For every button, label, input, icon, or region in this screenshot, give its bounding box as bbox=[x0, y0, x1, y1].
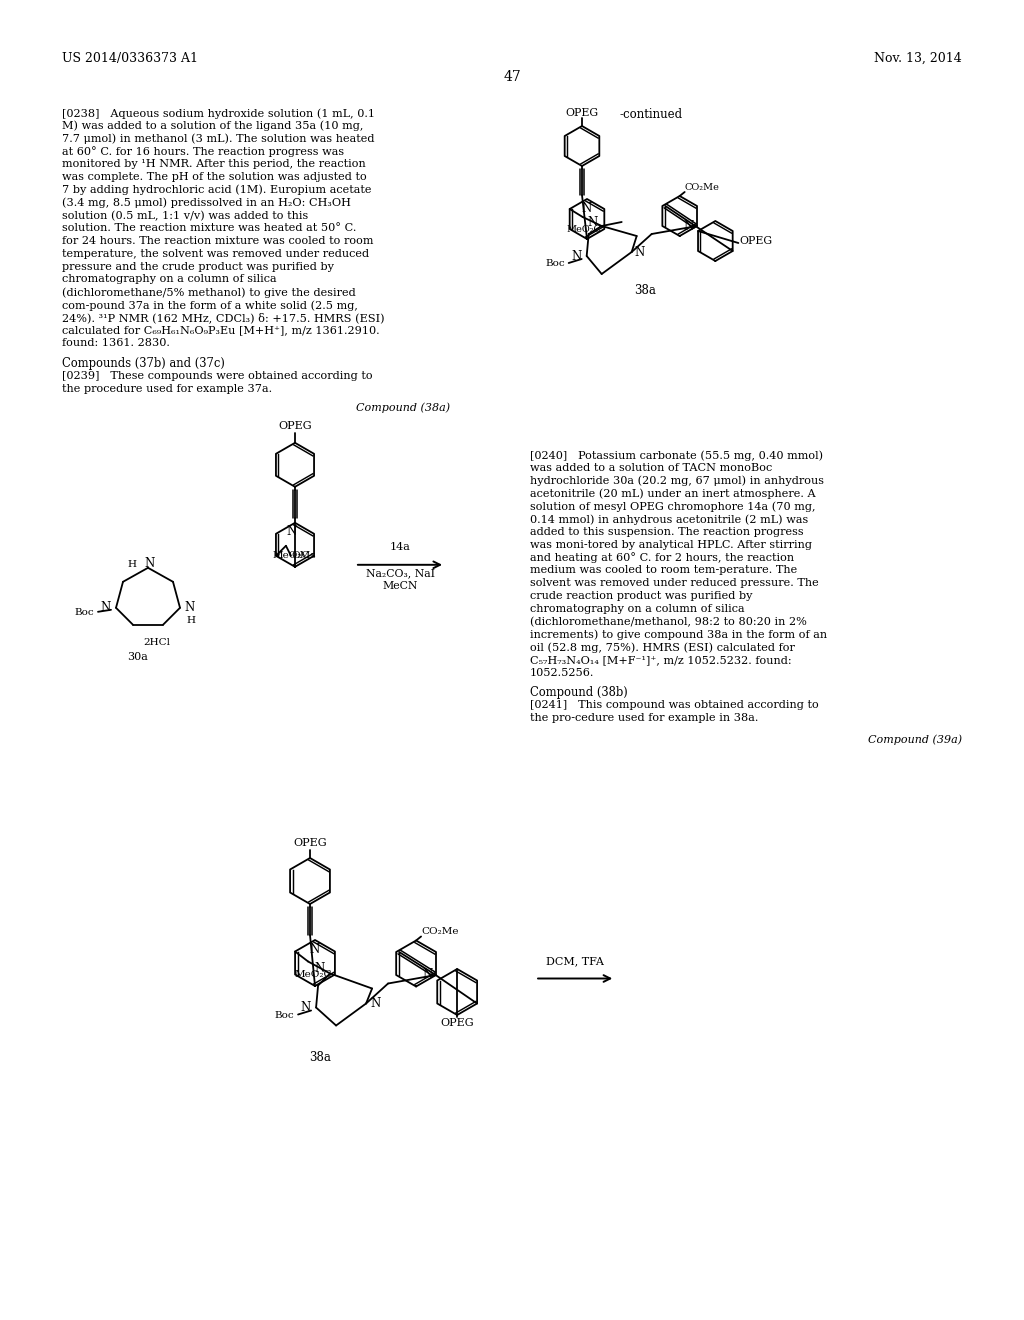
Text: calculated for C₆₉H₆₁N₆O₉P₃Eu [M+H⁺], m/z 1361.2910.: calculated for C₆₉H₆₁N₆O₉P₃Eu [M+H⁺], m/… bbox=[62, 326, 380, 335]
Text: temperature, the solvent was removed under reduced: temperature, the solvent was removed und… bbox=[62, 248, 369, 259]
Text: (dichloromethane/5% methanol) to give the desired: (dichloromethane/5% methanol) to give th… bbox=[62, 288, 355, 298]
Text: the pro­cedure used for example in 38a.: the pro­cedure used for example in 38a. bbox=[530, 713, 759, 723]
Text: (3.4 mg, 8.5 μmol) predissolved in an H₂O: CH₃OH: (3.4 mg, 8.5 μmol) predissolved in an H₂… bbox=[62, 198, 351, 209]
Text: N: N bbox=[571, 249, 582, 263]
Text: 2HCl: 2HCl bbox=[143, 638, 170, 647]
Text: N: N bbox=[582, 202, 592, 215]
Text: N: N bbox=[301, 1001, 311, 1014]
Text: N: N bbox=[423, 969, 433, 982]
Text: N: N bbox=[184, 602, 195, 614]
Text: N: N bbox=[310, 942, 321, 956]
Text: was moni­tored by analytical HPLC. After stirring: was moni­tored by analytical HPLC. After… bbox=[530, 540, 812, 549]
Text: chromatography on a column of silica: chromatography on a column of silica bbox=[62, 275, 276, 284]
Text: for 24 hours. The reaction mixture was cooled to room: for 24 hours. The reaction mixture was c… bbox=[62, 236, 374, 246]
Text: crude reaction product was purified by: crude reaction product was purified by bbox=[530, 591, 753, 601]
Text: pressure and the crude product was purified by: pressure and the crude product was purif… bbox=[62, 261, 334, 272]
Text: acetonitrile (20 mL) under an inert atmosphere. A: acetonitrile (20 mL) under an inert atmo… bbox=[530, 488, 816, 499]
Text: MeCN: MeCN bbox=[382, 581, 418, 591]
Text: N: N bbox=[144, 557, 155, 570]
Text: OPEG: OPEG bbox=[293, 838, 327, 847]
Text: [0239]   These compounds were obtained according to: [0239] These compounds were obtained acc… bbox=[62, 371, 373, 381]
Text: monitored by ¹H NMR. After this period, the reaction: monitored by ¹H NMR. After this period, … bbox=[62, 160, 366, 169]
Text: at 60° C. for 16 hours. The reaction progress was: at 60° C. for 16 hours. The reaction pro… bbox=[62, 147, 344, 157]
Text: found: 1361. 2830.: found: 1361. 2830. bbox=[62, 338, 170, 348]
Text: [0241]   This compound was obtained according to: [0241] This compound was obtained accord… bbox=[530, 701, 819, 710]
Text: Boc: Boc bbox=[75, 609, 94, 618]
Text: medium was cooled to room tem­perature. The: medium was cooled to room tem­perature. … bbox=[530, 565, 798, 576]
Text: US 2014/0336373 A1: US 2014/0336373 A1 bbox=[62, 51, 198, 65]
Text: OMs: OMs bbox=[291, 552, 315, 560]
Text: chromatography on a column of silica: chromatography on a column of silica bbox=[530, 603, 744, 614]
Text: Compound (38b): Compound (38b) bbox=[530, 686, 628, 700]
Text: M) was added to a solution of the ligand 35a (10 mg,: M) was added to a solution of the ligand… bbox=[62, 121, 364, 132]
Text: H: H bbox=[127, 560, 136, 569]
Text: N: N bbox=[314, 962, 325, 975]
Text: the procedure used for example 37a.: the procedure used for example 37a. bbox=[62, 384, 272, 393]
Text: Na₂CO₃, NaI: Na₂CO₃, NaI bbox=[366, 568, 434, 578]
Text: N: N bbox=[287, 525, 297, 537]
Text: -continued: -continued bbox=[620, 108, 683, 121]
Text: OPEG: OPEG bbox=[565, 108, 599, 117]
Text: was complete. The pH of the solution was adjusted to: was complete. The pH of the solution was… bbox=[62, 172, 367, 182]
Text: C₅₇H₇₃N₄O₁₄ [M+F⁻¹]⁺, m/z 1052.5232. found:: C₅₇H₇₃N₄O₁₄ [M+F⁻¹]⁺, m/z 1052.5232. fou… bbox=[530, 655, 792, 665]
Text: solution of mesyl OPEG chromophore 14a (70 mg,: solution of mesyl OPEG chromophore 14a (… bbox=[530, 502, 815, 512]
Text: increments) to give compound 38a in the form of an: increments) to give compound 38a in the … bbox=[530, 630, 827, 640]
Text: 30a: 30a bbox=[128, 652, 148, 661]
Text: 1052.5256.: 1052.5256. bbox=[530, 668, 594, 677]
Text: Compound (38a): Compound (38a) bbox=[356, 403, 450, 413]
Text: CO₂Me: CO₂Me bbox=[685, 183, 720, 191]
Text: 0.14 mmol) in anhydrous acetonitrile (2 mL) was: 0.14 mmol) in anhydrous acetonitrile (2 … bbox=[530, 513, 808, 524]
Text: (dichloromethane/methanol, 98:2 to 80:20 in 2%: (dichloromethane/methanol, 98:2 to 80:20… bbox=[530, 616, 807, 627]
Text: Compounds (37b) and (37c): Compounds (37b) and (37c) bbox=[62, 358, 225, 370]
Text: 24%). ³¹P NMR (162 MHz, CDCl₃) δ: +17.5. HMRS (ESI): 24%). ³¹P NMR (162 MHz, CDCl₃) δ: +17.5.… bbox=[62, 313, 385, 323]
Text: solution. The reaction mixture was heated at 50° C.: solution. The reaction mixture was heate… bbox=[62, 223, 356, 234]
Text: 38a: 38a bbox=[634, 284, 656, 297]
Text: solution (0.5 mL, 1:1 v/v) was added to this: solution (0.5 mL, 1:1 v/v) was added to … bbox=[62, 210, 308, 220]
Text: MeO₂C: MeO₂C bbox=[566, 224, 601, 234]
Text: [0238]   Aqueous sodium hydroxide solution (1 mL, 0.1: [0238] Aqueous sodium hydroxide solution… bbox=[62, 108, 375, 119]
Text: hydrochloride 30a (20.2 mg, 67 μmol) in anhydrous: hydrochloride 30a (20.2 mg, 67 μmol) in … bbox=[530, 475, 824, 486]
Text: 7 by adding hydrochloric acid (1M). Europium acetate: 7 by adding hydrochloric acid (1M). Euro… bbox=[62, 185, 372, 195]
Text: 7.7 μmol) in methanol (3 mL). The solution was heated: 7.7 μmol) in methanol (3 mL). The soluti… bbox=[62, 133, 375, 144]
Text: and heating at 60° C. for 2 hours, the reaction: and heating at 60° C. for 2 hours, the r… bbox=[530, 552, 795, 564]
Text: MeO₂C: MeO₂C bbox=[272, 552, 310, 560]
Text: N: N bbox=[588, 215, 598, 228]
Text: 38a: 38a bbox=[309, 1051, 331, 1064]
Text: N: N bbox=[684, 219, 694, 232]
Text: com­pound 37a in the form of a white solid (2.5 mg,: com­pound 37a in the form of a white sol… bbox=[62, 300, 357, 310]
Text: was added to a solution of TACN monoBoc: was added to a solution of TACN monoBoc bbox=[530, 463, 772, 473]
Text: solvent was removed under reduced pressure. The: solvent was removed under reduced pressu… bbox=[530, 578, 819, 587]
Text: N: N bbox=[635, 246, 645, 259]
Text: Boc: Boc bbox=[545, 260, 564, 268]
Text: MeO₂C: MeO₂C bbox=[295, 970, 332, 979]
Text: 47: 47 bbox=[503, 70, 521, 84]
Text: added to this suspension. The reaction progress: added to this suspension. The reaction p… bbox=[530, 527, 804, 537]
Text: OPEG: OPEG bbox=[440, 1018, 474, 1028]
Text: CO₂Me: CO₂Me bbox=[421, 928, 459, 936]
Text: [0240]   Potassium carbonate (55.5 mg, 0.40 mmol): [0240] Potassium carbonate (55.5 mg, 0.4… bbox=[530, 450, 823, 461]
Text: DCM, TFA: DCM, TFA bbox=[546, 957, 604, 966]
Text: Nov. 13, 2014: Nov. 13, 2014 bbox=[874, 51, 962, 65]
Text: N: N bbox=[100, 602, 111, 614]
Text: H: H bbox=[186, 616, 195, 624]
Text: Boc: Boc bbox=[274, 1011, 294, 1020]
Text: Compound (39a): Compound (39a) bbox=[868, 734, 962, 744]
Text: OPEG: OPEG bbox=[279, 421, 312, 430]
Text: 14a: 14a bbox=[389, 541, 411, 552]
Text: N: N bbox=[370, 997, 380, 1010]
Text: oil (52.8 mg, 75%). HMRS (ESI) calculated for: oil (52.8 mg, 75%). HMRS (ESI) calculate… bbox=[530, 642, 795, 652]
Text: OPEG: OPEG bbox=[739, 236, 772, 246]
